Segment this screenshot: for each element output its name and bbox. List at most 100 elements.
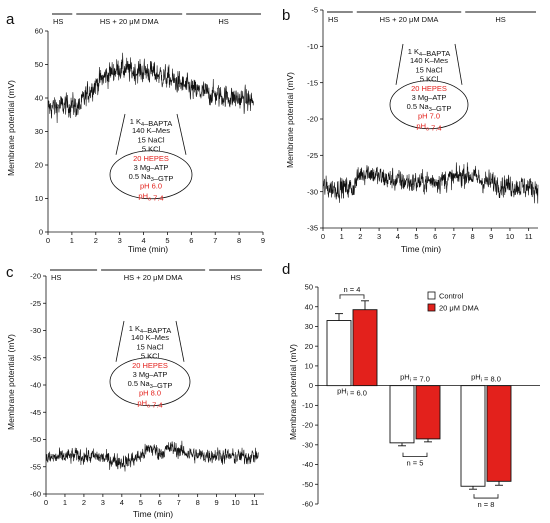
cell-outline	[109, 150, 193, 200]
solution-line: 3 Mg–ATP	[133, 370, 168, 379]
solution-line: pH 7.0	[418, 111, 440, 120]
x-tick-label: 1	[63, 498, 67, 507]
pipette-wall	[395, 43, 404, 85]
y-tick-label: -50	[30, 435, 41, 444]
y-tick-label: 30	[305, 322, 313, 331]
y-tick-label: 0	[39, 228, 43, 237]
y-tick-label: -30	[302, 440, 313, 449]
solution-line: 140 K–Mes	[132, 126, 170, 135]
solution-line: 20 HEPES	[133, 154, 169, 163]
x-tick-label: 6	[158, 498, 162, 507]
x-tick-label: 9	[489, 232, 493, 241]
y-tick-label: -40	[302, 460, 313, 469]
y-tick-label: 40	[35, 94, 43, 103]
x-tick-label: 4	[120, 498, 124, 507]
panel-c-xlabel: Time (min)	[133, 509, 173, 519]
x-tick-label: 7	[213, 236, 217, 245]
y-tick-label: 60	[35, 27, 43, 36]
treatment-label: HS	[51, 273, 61, 282]
group-label: pHi = 6.0	[337, 387, 367, 398]
x-tick-label: 3	[377, 232, 381, 241]
solution-line: 140 K–Mes	[131, 333, 169, 342]
x-tick-label: 3	[101, 498, 105, 507]
y-tick-label: 10	[35, 194, 43, 203]
bar-dma	[415, 385, 441, 440]
solution-line: 1 K4–BAPTA	[129, 324, 172, 335]
panel-c-ylabel: Membrane potential (mV)	[6, 334, 16, 430]
y-tick-label: -20	[30, 272, 41, 281]
bar-control	[460, 385, 486, 487]
y-tick-label: -25	[307, 151, 318, 160]
x-tick-label: 8	[196, 498, 200, 507]
bar-dma	[486, 385, 512, 482]
panel-letter-c: c	[6, 264, 14, 281]
y-tick-label: -5	[311, 6, 318, 15]
panel-letter-a: a	[6, 11, 15, 28]
pipette-wall	[454, 43, 463, 85]
x-tick-label: 10	[231, 498, 239, 507]
y-tick-label: -30	[30, 326, 41, 335]
x-tick-label: 10	[506, 232, 514, 241]
x-tick-label: 0	[44, 498, 48, 507]
panel-b-trace-chart: -35 -30 -25 -20 -15 -10 -5 0 1 2 3 4 5 6 7 8 9 10 11 HS HS +…	[307, 6, 539, 241]
treatment-label: HS	[230, 273, 240, 282]
x-tick-label: 11	[525, 232, 533, 241]
x-tick-label: 11	[251, 498, 259, 507]
solution-line: 0.5 Na3–GTP	[129, 172, 174, 183]
y-tick-label: -60	[302, 500, 313, 509]
bar-dma	[352, 309, 378, 387]
panel-c-trace-chart: -60 -55 -50 -45 -40 -35 -30 -25 -20 0 1 2 3 4 5 6 7 8 9 10 1…	[30, 269, 264, 507]
x-tick-label: 1	[340, 232, 344, 241]
x-tick-label: 4	[396, 232, 400, 241]
panel-a-trace-chart: 0 10 20 30 40 50 60 0 1 2 3 4 5 6 7 8 9 HS HS + 20 μM DMA H…	[35, 13, 265, 245]
solution-line: 140 K–Mes	[410, 56, 448, 65]
y-tick-label: 10	[305, 362, 313, 371]
bar-control	[326, 320, 352, 387]
y-tick-label: 20	[35, 161, 43, 170]
group-label: pHi = 7.0	[400, 373, 430, 384]
y-tick-label: 40	[305, 302, 313, 311]
cell-outline	[109, 357, 191, 407]
x-tick-label: 9	[215, 498, 219, 507]
x-tick-label: 7	[177, 498, 181, 507]
x-tick-label: 1	[70, 236, 74, 245]
treatment-label: HS	[328, 15, 338, 24]
panel-a-xlabel: Time (min)	[128, 244, 168, 254]
pipette-wall	[175, 320, 185, 362]
legend-entry: 20 μM DMA	[439, 304, 479, 313]
y-tick-label: -55	[30, 462, 41, 471]
y-tick-label: -60	[30, 490, 41, 499]
solution-line: pH 6.0	[140, 181, 162, 190]
y-tick-label: -15	[307, 78, 318, 87]
solution-line: 5 KCl	[420, 75, 439, 84]
x-tick-label: 4	[141, 236, 145, 245]
pipette-wall	[176, 113, 187, 155]
solution-line: pHo 7.4	[138, 192, 163, 203]
x-tick-label: 2	[94, 236, 98, 245]
legend-swatch	[427, 291, 436, 300]
solution-line: 1 K4–BAPTA	[408, 47, 451, 58]
x-tick-label: 6	[433, 232, 437, 241]
y-tick-label: -40	[30, 381, 41, 390]
solution-line: pHo 7.4	[416, 122, 441, 133]
y-tick-label: -35	[307, 224, 318, 233]
y-tick-label: -50	[302, 480, 313, 489]
pipette-wall	[115, 113, 126, 155]
solution-line: 15 NaCl	[136, 342, 163, 351]
x-tick-label: 0	[46, 236, 50, 245]
y-tick-label: 30	[35, 127, 43, 136]
x-tick-label: 0	[321, 232, 325, 241]
panel-letter-d: d	[282, 261, 290, 278]
y-tick-label: -10	[307, 42, 318, 51]
treatment-label: HS	[218, 17, 228, 26]
x-tick-label: 7	[452, 232, 456, 241]
y-tick-label: 50	[305, 283, 313, 292]
panel-b-ylabel: Membrane potential (mV)	[285, 72, 295, 168]
y-tick-label: -45	[30, 408, 41, 417]
solution-line: 15 NaCl	[137, 135, 164, 144]
y-tick-label: -30	[307, 187, 318, 196]
